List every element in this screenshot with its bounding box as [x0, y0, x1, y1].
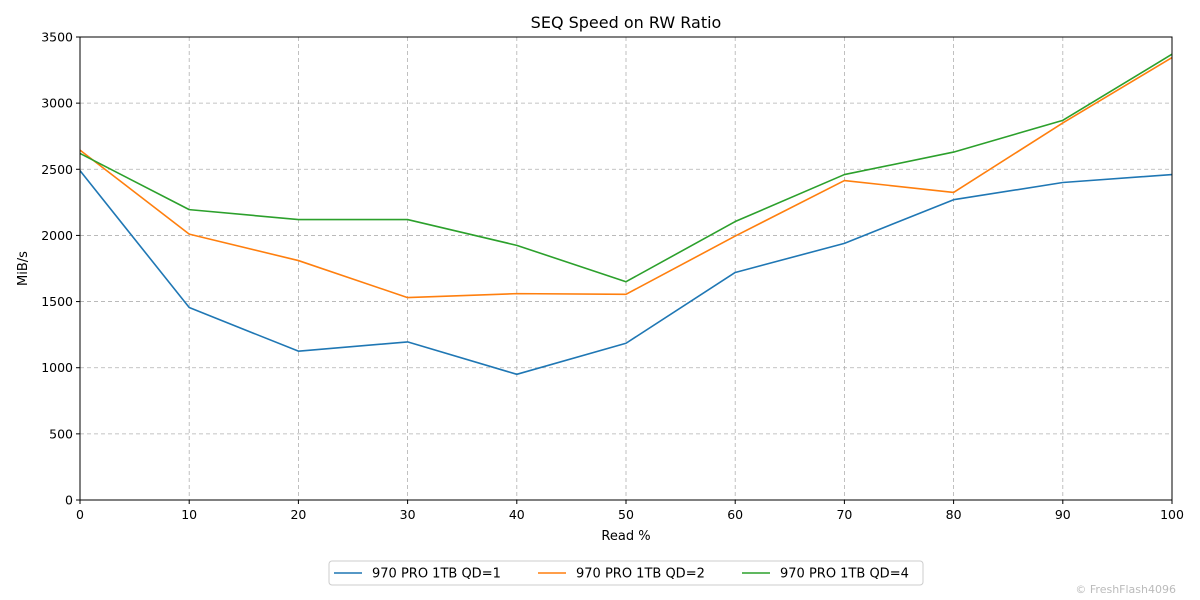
- y-tick-label-5: 2500: [41, 162, 73, 177]
- series-line-3: [79, 53, 1173, 283]
- y-tick-label-3: 1500: [41, 294, 73, 309]
- x-axis-ticks: 0 10 20 30 40 50 60 70 80 90 100: [76, 500, 1184, 522]
- legend: 970 PRO 1TB QD=1 970 PRO 1TB QD=2 970 PRO …: [328, 560, 924, 586]
- y-tick-label-7: 3500: [41, 30, 73, 45]
- x-tick-label-3: 30: [400, 507, 416, 522]
- grid: [80, 37, 1172, 500]
- x-tick-label-1: 10: [181, 507, 197, 522]
- legend-label-1: 970 PRO 1TB QD=1: [372, 567, 501, 582]
- chart-title: SEQ Speed on RW Ratio: [531, 13, 722, 32]
- y-tick-label-1: 500: [49, 426, 73, 441]
- x-tick-label-7: 70: [836, 507, 852, 522]
- legend-label-3: 970 PRO 1TB QD=4: [780, 567, 909, 582]
- y-axis-label: MiB/s: [16, 251, 31, 286]
- series-lines: [79, 53, 1173, 376]
- watermark: © FreshFlash4096: [1075, 583, 1176, 596]
- x-tick-label-9: 90: [1055, 507, 1071, 522]
- x-tick-label-4: 40: [509, 507, 525, 522]
- x-tick-label-8: 80: [946, 507, 962, 522]
- y-tick-label-4: 2000: [41, 228, 73, 243]
- series-line-2: [79, 56, 1173, 299]
- x-tick-label-10: 100: [1160, 507, 1184, 522]
- x-axis-label: Read %: [601, 529, 650, 544]
- legend-label-2: 970 PRO 1TB QD=2: [576, 567, 705, 582]
- y-axis-ticks: 0 500 1000 1500 2000 2500 3000 3500: [41, 30, 80, 508]
- x-tick-label-5: 50: [618, 507, 634, 522]
- y-tick-label-2: 1000: [41, 360, 73, 375]
- legend-box: [328, 560, 924, 586]
- x-tick-label-2: 20: [290, 507, 306, 522]
- x-tick-label-6: 60: [727, 507, 743, 522]
- y-tick-label-6: 3000: [41, 96, 73, 111]
- x-tick-label-0: 0: [76, 507, 84, 522]
- series-line-1: [79, 170, 1173, 376]
- y-tick-label-0: 0: [65, 493, 73, 508]
